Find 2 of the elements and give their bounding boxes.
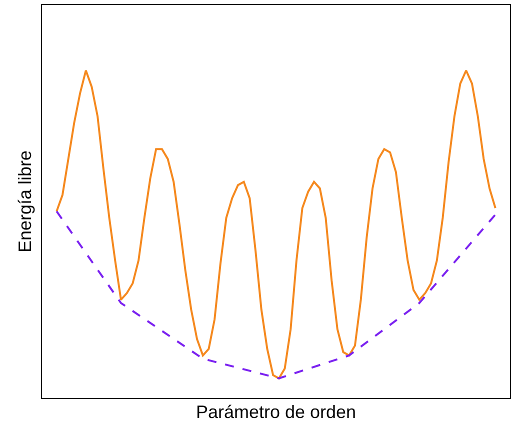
x-axis-title: Parámetro de orden [196, 402, 356, 422]
y-axis-title: Energía libre [15, 150, 36, 253]
